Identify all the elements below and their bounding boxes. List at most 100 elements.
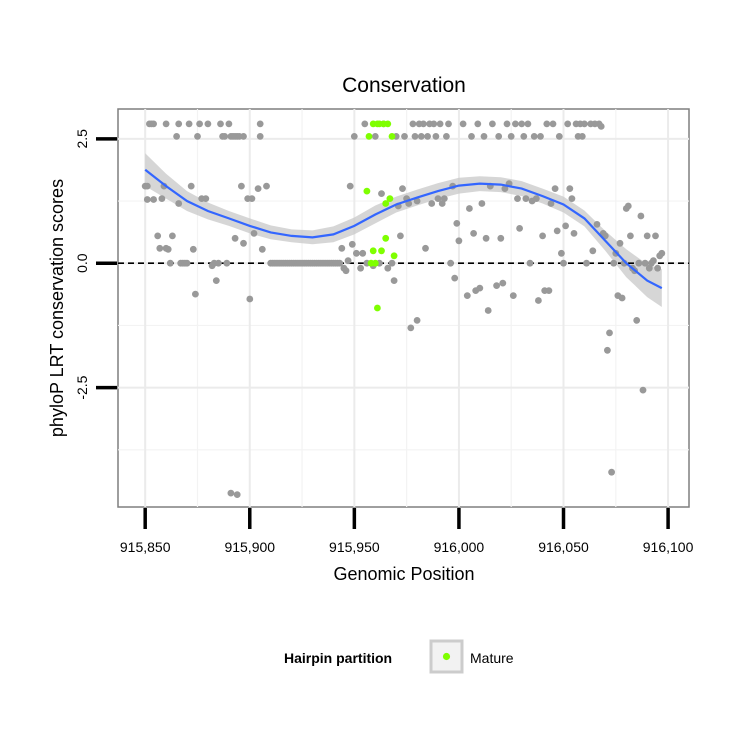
point-other — [407, 324, 415, 332]
point-other — [532, 195, 540, 203]
point-other — [348, 240, 356, 248]
point-other — [187, 182, 195, 190]
point-other — [397, 232, 404, 240]
point-other — [606, 329, 613, 337]
point-other — [238, 182, 245, 190]
point-other — [430, 120, 438, 128]
point-other — [551, 185, 559, 193]
point-other — [150, 196, 158, 203]
y-tick-label: -2.5 — [74, 375, 90, 399]
point-other — [589, 247, 597, 255]
point-other — [185, 120, 193, 128]
point-other — [637, 212, 645, 220]
point-other — [558, 249, 565, 257]
legend-title: Hairpin partition — [284, 650, 392, 666]
point-other — [643, 232, 651, 240]
x-tick-label: 915,950 — [329, 539, 380, 555]
point-other — [424, 133, 431, 140]
point-other — [357, 264, 364, 272]
point-other — [248, 195, 256, 203]
point-other — [361, 120, 369, 128]
point-other — [524, 120, 532, 128]
point-other — [143, 182, 151, 190]
point-other — [520, 133, 528, 140]
point-other — [497, 234, 505, 242]
y-axis-title: phyloP LRT conservation scores — [47, 179, 67, 437]
point-other — [451, 274, 459, 282]
point-other — [545, 287, 553, 294]
point-other — [478, 200, 486, 207]
point-other — [652, 232, 659, 240]
point-other — [353, 249, 360, 257]
point-other — [618, 294, 626, 302]
point-other — [154, 232, 162, 240]
point-other — [501, 185, 509, 193]
point-other — [162, 120, 170, 128]
point-mature — [388, 133, 396, 140]
point-mature — [390, 252, 398, 260]
point-other — [466, 205, 473, 212]
point-other — [390, 277, 398, 284]
smooth-line-layer — [144, 168, 663, 290]
point-other — [658, 249, 666, 257]
x-tick-label: 916,100 — [643, 539, 694, 555]
point-other — [194, 133, 201, 140]
point-other — [256, 133, 264, 140]
point-other — [434, 195, 442, 203]
point-other — [156, 244, 164, 252]
point-other — [530, 133, 538, 140]
x-tick-label: 915,900 — [224, 539, 275, 555]
point-other — [553, 227, 561, 235]
y-tick-label: 0.0 — [74, 253, 90, 273]
point-other — [522, 195, 530, 203]
point-mature — [384, 120, 392, 128]
point-mature — [363, 187, 371, 195]
point-other — [635, 259, 643, 267]
point-other — [263, 182, 270, 190]
point-other — [422, 244, 429, 252]
point-other — [509, 292, 517, 299]
point-other — [650, 257, 657, 265]
point-other — [350, 133, 358, 140]
plot-panel — [117, 108, 690, 508]
point-other — [516, 225, 523, 232]
point-other — [432, 133, 440, 140]
point-other — [627, 232, 634, 240]
point-other — [610, 259, 618, 267]
point-other — [593, 221, 601, 228]
point-other — [463, 292, 471, 299]
point-other — [420, 120, 427, 128]
legend: Hairpin partition Mature — [284, 639, 514, 674]
point-other — [378, 190, 385, 198]
point-mature — [371, 259, 379, 267]
point-other — [231, 234, 239, 242]
point-other — [175, 200, 183, 207]
point-mature — [382, 200, 390, 207]
point-other — [543, 120, 551, 128]
point-other — [624, 202, 632, 210]
point-other — [175, 120, 183, 128]
point-other — [221, 133, 229, 140]
point-other — [570, 230, 578, 237]
point-other — [468, 133, 475, 140]
point-other — [183, 259, 191, 267]
point-mature — [369, 247, 377, 255]
point-other — [578, 133, 586, 140]
x-axis: 915,850 915,900 915,950 916,000 916,050 916,1… — [120, 508, 694, 555]
point-other — [560, 259, 567, 267]
point-other — [493, 282, 500, 289]
point-other — [166, 259, 174, 267]
point-other — [482, 234, 490, 242]
point-other — [633, 317, 641, 324]
point-other — [233, 491, 241, 498]
points-layer — [141, 120, 666, 498]
point-mature — [365, 133, 373, 140]
point-other — [399, 185, 406, 193]
point-other — [654, 264, 661, 272]
point-other — [225, 120, 233, 128]
point-other — [608, 468, 615, 476]
point-other — [539, 232, 546, 240]
point-other — [411, 133, 419, 140]
point-other — [217, 120, 224, 128]
